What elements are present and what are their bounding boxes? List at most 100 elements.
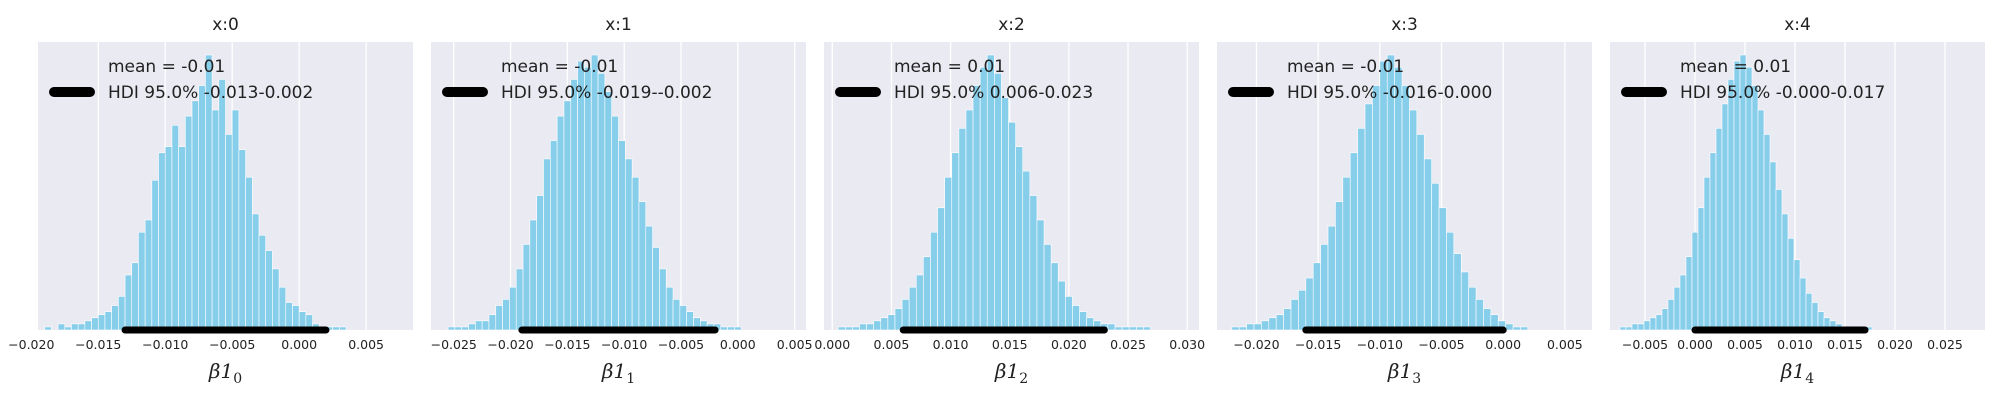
histogram-bar <box>859 323 867 331</box>
x-tick-label: −0.005 <box>658 337 704 352</box>
histogram-bar <box>1751 85 1759 331</box>
histogram-bar <box>894 308 903 331</box>
histogram-bar <box>1268 317 1277 331</box>
legend-hdi-label: HDI 95.0% -0.019--0.002 <box>501 83 712 103</box>
histogram-bar <box>1468 286 1477 331</box>
histogram-bar <box>659 268 667 331</box>
x-tick-label: 0.015 <box>992 337 1028 352</box>
histogram-bar <box>727 326 735 331</box>
histogram-bar <box>292 305 300 331</box>
subplot-title: x:2 <box>998 15 1025 35</box>
histogram-bar <box>118 296 126 331</box>
x-tick-label: 0.010 <box>933 337 969 352</box>
subplot-1: x:1 mean = -0.01 HDI 95.0% -0.019--0.002 −0… <box>431 15 813 387</box>
x-axis-label-subscript: 0 <box>233 371 242 387</box>
legend-hdi-label: HDI 95.0% -0.013-0.002 <box>108 83 313 103</box>
histogram-bar <box>1727 79 1735 331</box>
histogram-bar <box>1372 85 1381 331</box>
histogram-bar <box>880 317 889 331</box>
histogram-bar <box>1349 152 1358 331</box>
histogram-bar <box>1357 128 1366 331</box>
histogram-bar <box>1238 326 1247 331</box>
histogram-bar <box>625 158 633 331</box>
histogram-bar <box>1253 323 1262 331</box>
histogram-bar <box>563 100 572 331</box>
histogram-bar <box>1409 109 1418 331</box>
histogram-bar <box>1001 97 1009 331</box>
x-tick-label: 0.015 <box>1827 337 1863 352</box>
histogram-bar <box>285 302 293 331</box>
histogram-bar <box>258 234 266 331</box>
histogram-bar <box>1136 326 1144 331</box>
x-axis-label: β14 <box>1780 359 1814 387</box>
histogram-bar <box>522 244 531 331</box>
histogram-bar <box>1805 293 1813 331</box>
x-tick-label: 0.020 <box>1877 337 1913 352</box>
histogram-bar <box>515 268 524 331</box>
histogram-bar <box>570 79 578 331</box>
legend-hdi-label: HDI 95.0% 0.006-0.023 <box>894 83 1093 103</box>
histogram-bar <box>1520 326 1529 331</box>
histogram-bar <box>672 299 681 331</box>
x-tick-label: −0.005 <box>1418 337 1464 352</box>
histogram-bar <box>1364 103 1373 331</box>
histogram-bar <box>1625 326 1633 331</box>
histogram-bar <box>1107 323 1116 331</box>
histogram-bar <box>1703 176 1711 331</box>
histogram-bar <box>1121 326 1130 331</box>
histogram-bar <box>944 176 953 331</box>
histogram-bar <box>1043 244 1052 331</box>
histogram-bar <box>543 158 551 331</box>
histogram-bar <box>1312 262 1321 331</box>
x-tick-label: −0.005 <box>1622 337 1668 352</box>
histogram-bar <box>1655 314 1663 331</box>
histogram-bar <box>866 323 874 331</box>
x-axis-label-base: β1 <box>1780 359 1805 383</box>
histogram-bar <box>1685 256 1693 331</box>
histogram-bar <box>1416 134 1425 331</box>
legend-hdi-label: HDI 95.0% -0.000-0.017 <box>1680 83 1885 103</box>
x-tick-label: 0.000 <box>720 337 756 352</box>
histogram-bar <box>64 326 72 331</box>
histogram-bar <box>611 115 619 331</box>
histogram-bar <box>1460 271 1469 331</box>
histogram-bar <box>71 323 79 331</box>
histogram-bar <box>488 314 497 331</box>
legend-hdi-label: HDI 95.0% -0.016-0.000 <box>1287 83 1492 103</box>
histogram-bar <box>1781 213 1789 331</box>
histogram-bar <box>1787 238 1795 331</box>
histogram-bar <box>1775 189 1783 331</box>
histogram-bar <box>887 314 896 331</box>
subplot-title: x:4 <box>1784 15 1811 35</box>
legend-mean-label: mean = 0.01 <box>894 57 1005 77</box>
histogram-bar <box>502 299 510 331</box>
histogram-bar <box>272 268 280 331</box>
x-tick-label: 0.000 <box>814 337 850 352</box>
histogram-bar <box>1305 277 1314 331</box>
histogram-bar <box>915 274 924 331</box>
histogram-bar <box>1050 262 1059 331</box>
histogram-bar <box>1619 326 1627 331</box>
histogram-bar <box>1008 121 1016 331</box>
histogram-bar <box>1246 323 1255 331</box>
histogram-bar <box>979 66 988 331</box>
histogram-bar <box>1505 323 1514 331</box>
x-tick-label: 0.030 <box>1169 337 1205 352</box>
histogram-bar <box>44 326 52 331</box>
histogram-bar <box>191 100 200 331</box>
x-axis-label-base: β1 <box>601 359 626 383</box>
x-tick-label: 0.000 <box>1677 337 1713 352</box>
histogram-bar <box>1757 109 1765 331</box>
histogram-bar <box>151 179 159 331</box>
histogram-bar <box>97 314 106 331</box>
histogram-bar <box>1673 286 1681 331</box>
histogram-bar <box>509 286 517 331</box>
histogram-bar <box>495 305 503 331</box>
histogram-bar <box>720 326 728 331</box>
histogram-bar <box>734 326 742 331</box>
histogram-bar <box>550 140 558 331</box>
histogram-bar <box>1143 326 1151 331</box>
x-axis-label-subscript: 1 <box>626 371 635 387</box>
x-tick-label: −0.020 <box>1233 337 1279 352</box>
subplot-title: x:0 <box>212 15 239 35</box>
